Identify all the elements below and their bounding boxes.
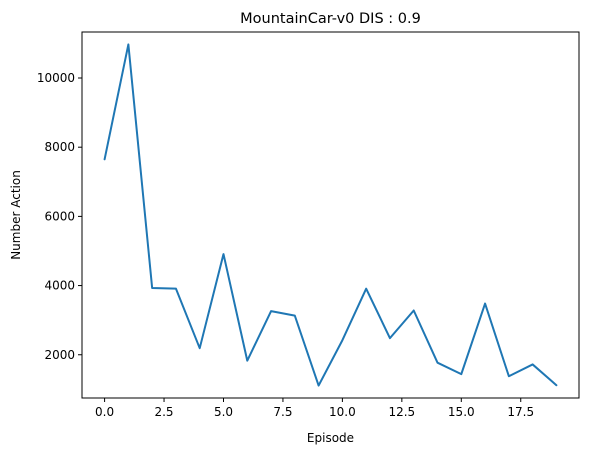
x-axis-label: Episode [307, 431, 354, 445]
series-line [103, 43, 558, 387]
x-tick-label: 10.0 [329, 405, 356, 419]
x-tick-label: 2.5 [154, 405, 173, 419]
x-tick-label: 12.5 [388, 405, 415, 419]
x-tick-label: 17.5 [507, 405, 534, 419]
y-tick-label: 2000 [44, 348, 75, 362]
x-tick-label: 5.0 [214, 405, 233, 419]
y-tick-label: 4000 [44, 279, 75, 293]
y-tick-label: 8000 [44, 140, 75, 154]
x-tick-label: 15.0 [448, 405, 475, 419]
x-axis-ticks: 0.0 2.5 5.0 7.5 10.0 12.5 15.0 17.5 [95, 398, 534, 419]
y-axis-label: Number Action [9, 170, 23, 260]
y-tick-label: 10000 [37, 71, 75, 85]
y-tick-label: 6000 [44, 209, 75, 223]
plot-area [82, 32, 579, 398]
y-axis-ticks: 2000 4000 6000 8000 10000 [37, 71, 82, 362]
x-tick-label: 0.0 [95, 405, 114, 419]
axes-frame [81, 31, 580, 399]
x-tick-label: 7.5 [273, 405, 292, 419]
chart-title: MountainCar-v0 DIS : 0.9 [240, 11, 421, 27]
